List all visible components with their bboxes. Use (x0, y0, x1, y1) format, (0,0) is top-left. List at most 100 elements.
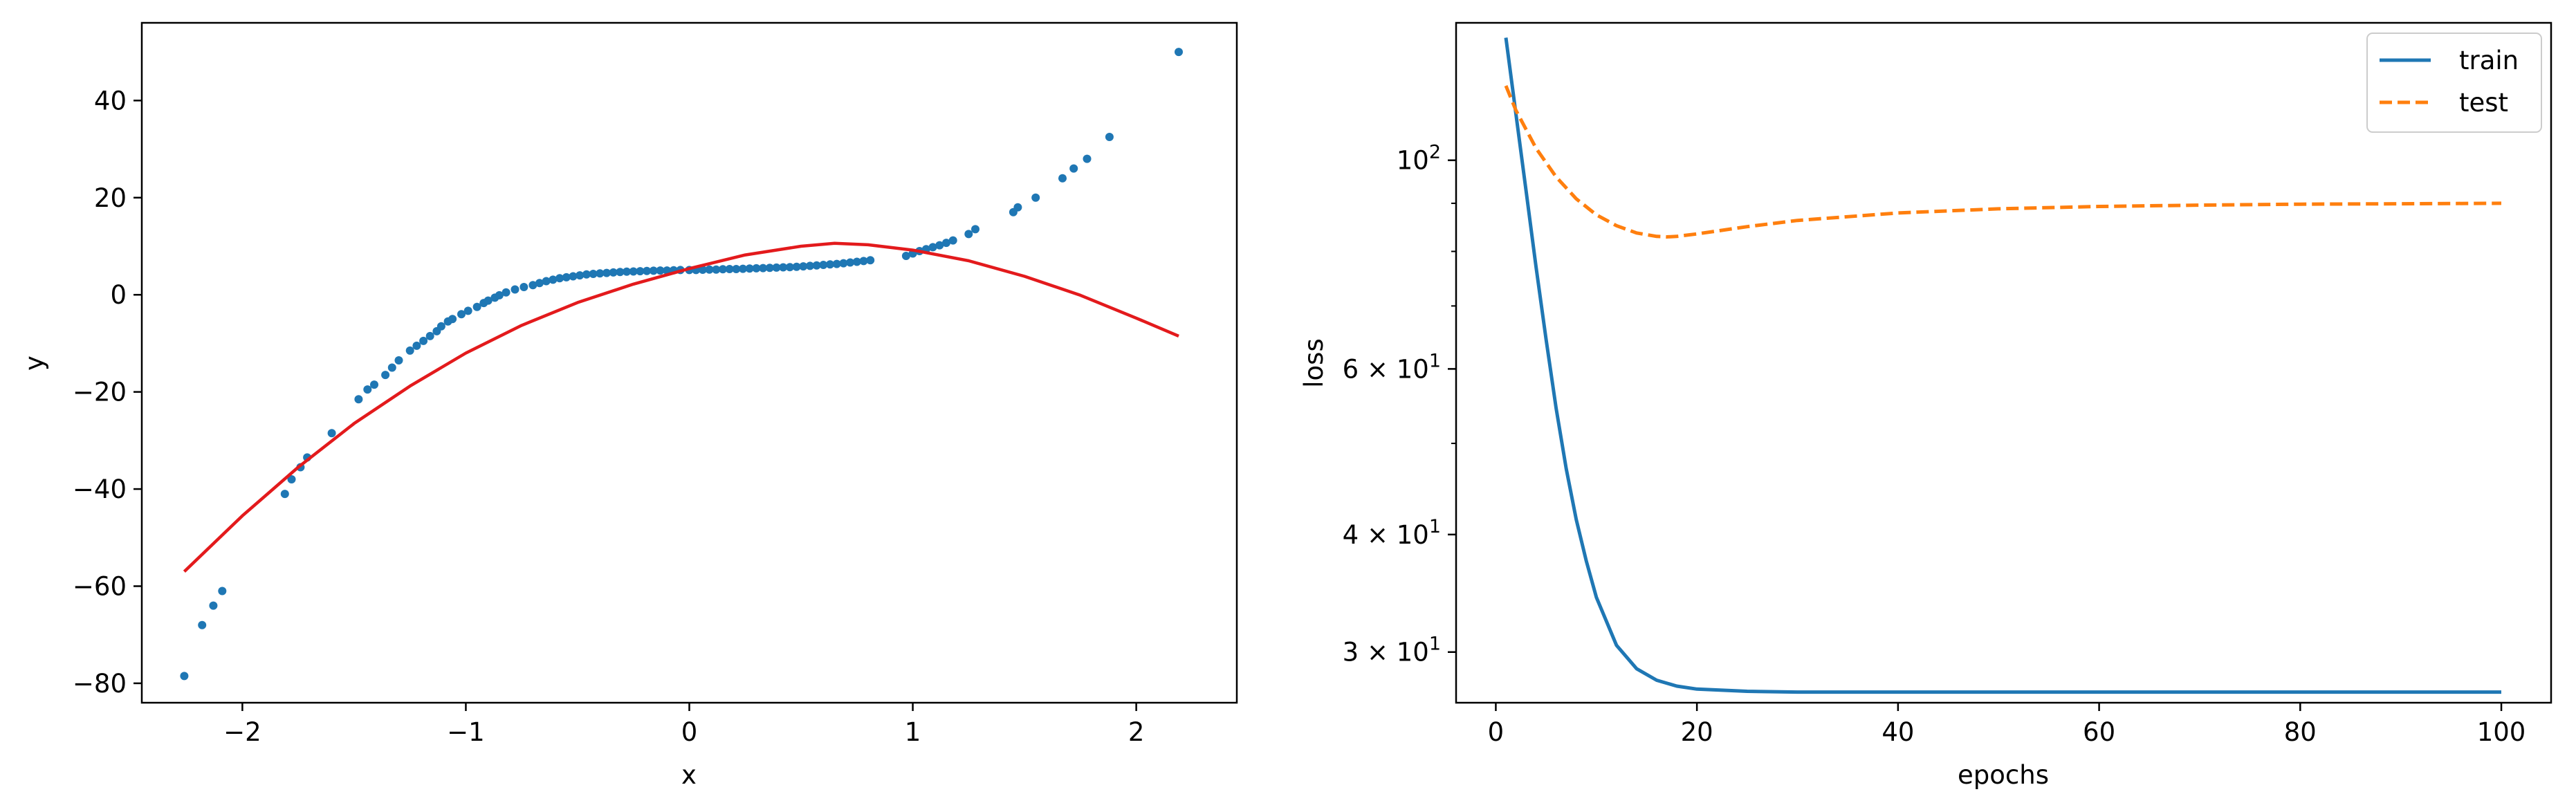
scatter-point (280, 490, 289, 499)
left-chart: −2 −1 0 1 2 −80 −60 −40 −20 0 20 40 x y (19, 21, 1238, 790)
left-y-tick-label: 20 (94, 183, 127, 213)
scatter-point (1105, 133, 1114, 141)
scatter-point (519, 283, 528, 291)
scatter-point (765, 264, 774, 273)
left-x-tick-label: −1 (447, 717, 485, 747)
scatter-point (1058, 174, 1067, 183)
right-x-tick-label: 60 (2083, 717, 2115, 747)
left-y-tick-label: −40 (73, 474, 127, 504)
scatter-point (971, 225, 979, 234)
scatter-point (448, 315, 457, 324)
scatter-point (549, 275, 558, 284)
scatter-point (799, 262, 808, 271)
right-x-tick-label: 0 (1488, 717, 1505, 747)
scatter-point (942, 239, 950, 248)
scatter-point (327, 429, 336, 438)
scatter-point (732, 265, 741, 273)
scatter-point (656, 266, 665, 275)
scatter-point (935, 241, 944, 250)
legend-box (2366, 33, 2542, 133)
scatter-point (859, 257, 868, 266)
legend: train test (2366, 33, 2542, 133)
left-axes-frame (140, 21, 1238, 704)
left-y-tick-label: −80 (73, 669, 127, 699)
scatter-point (463, 306, 472, 315)
right-y-axis-label: loss (1299, 338, 1329, 387)
scatter-point (712, 265, 721, 274)
scatter-point (495, 290, 504, 299)
scatter-point (846, 258, 855, 267)
scatter-point (370, 380, 378, 389)
scatter-point (528, 281, 537, 290)
scatter-point (510, 285, 519, 294)
scatter-point (623, 267, 631, 276)
scatter-point (806, 261, 814, 270)
scatter-point (866, 256, 875, 265)
scatter-point (1083, 154, 1092, 163)
left-x-tick-label: −2 (223, 717, 261, 747)
test-loss-line (1504, 85, 2502, 239)
fit-curve (183, 241, 1179, 573)
scatter-point (1013, 203, 1022, 212)
scatter-point (698, 266, 707, 274)
scatter-point (354, 395, 363, 404)
scatter-point (752, 264, 761, 273)
scatter-point (629, 267, 638, 276)
left-y-axis-label: y (19, 356, 49, 371)
scatter-point (839, 259, 848, 268)
right-axes-frame (1455, 21, 2552, 704)
scatter-point (772, 263, 781, 272)
scatter-point (832, 259, 841, 268)
scatter-point (412, 341, 421, 350)
scatter-point (198, 620, 207, 629)
right-marks (1504, 37, 2502, 694)
scatter-point (663, 266, 672, 275)
scatter-point (602, 268, 611, 277)
scatter-point (964, 230, 973, 239)
right-ticks: 0 20 40 60 80 100 3 × 101 4 × 101 6 × 101 102 (1343, 142, 2526, 747)
scatter-point (287, 475, 296, 483)
scatter-point (779, 263, 788, 272)
scatter-point (1031, 193, 1040, 202)
right-y-tick-label: 102 (1397, 142, 1441, 176)
scatter-point (363, 385, 372, 394)
scatter-point (759, 264, 768, 273)
scatter-point (535, 279, 544, 288)
right-y-tick-label: 4 × 101 (1343, 516, 1441, 550)
train-loss-line (1504, 37, 2501, 694)
scatter-point (555, 274, 564, 283)
scatter-point (1069, 164, 1078, 173)
right-y-tick-label: 3 × 101 (1343, 634, 1441, 667)
left-y-tick-label: −20 (73, 378, 127, 407)
scatter-point (394, 356, 403, 365)
scatter-point (502, 288, 510, 297)
scatter-point (576, 271, 585, 280)
scatter-point (725, 265, 734, 273)
scatter-point (405, 346, 414, 355)
right-x-tick-label: 40 (1882, 717, 1914, 747)
scatter-point (425, 331, 434, 340)
scatter-point (826, 260, 834, 269)
scatter-point (218, 587, 227, 596)
scatter-point (419, 336, 428, 345)
scatter-point (582, 270, 591, 279)
scatter-point (589, 270, 598, 278)
scatter-point (484, 296, 493, 305)
right-x-axis-label: epochs (1958, 760, 2049, 790)
right-y-tick-label: 6 × 101 (1343, 350, 1441, 384)
scatter-point (812, 261, 821, 270)
left-x-tick-label: 0 (681, 717, 698, 747)
left-y-tick-label: 0 (110, 280, 127, 310)
left-x-axis-label: x (681, 760, 697, 790)
left-ticks: −2 −1 0 1 2 −80 −60 −40 −20 0 20 40 (73, 86, 1144, 747)
scatter-point (381, 371, 390, 380)
scatter-point (636, 267, 645, 276)
scatter-point (649, 266, 658, 275)
scatter-point (792, 262, 801, 271)
left-marks (180, 48, 1183, 681)
scatter-point (819, 261, 828, 269)
legend-test-label: test (2459, 88, 2508, 118)
legend-train-label: train (2459, 46, 2519, 75)
